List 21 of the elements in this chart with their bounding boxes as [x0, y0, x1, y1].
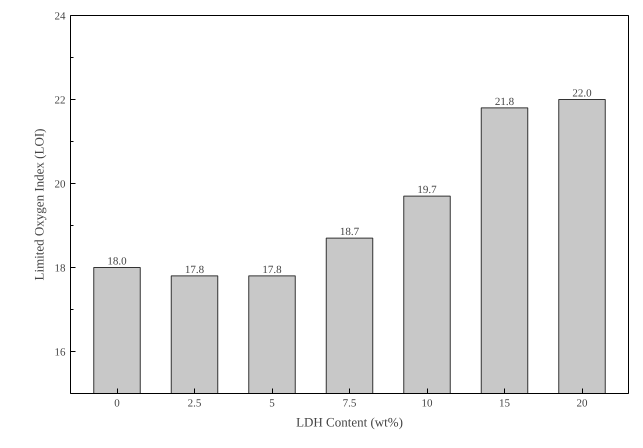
- y-tick-label: 18: [54, 262, 66, 274]
- data-label: 17.8: [184, 264, 205, 276]
- data-label: 19.7: [417, 184, 438, 196]
- x-tick-label: 15: [499, 398, 510, 410]
- y-tick-label: 24: [54, 10, 66, 22]
- data-label: 17.8: [262, 264, 282, 276]
- x-tick-label: 7.5: [342, 398, 357, 410]
- x-tick-label: 20: [576, 398, 588, 410]
- x-axis-title: LDH Content (wt%): [296, 414, 403, 430]
- y-tick-label: 22: [54, 94, 66, 106]
- data-label: 21.8: [494, 96, 515, 108]
- y-tick-label: 16: [54, 346, 66, 358]
- data-label: 18.0: [107, 256, 128, 268]
- x-tick-label: 5: [269, 398, 276, 410]
- y-tick-label: 20: [54, 178, 66, 190]
- data-label: 22.0: [572, 88, 592, 100]
- x-tick-label: 0: [114, 398, 120, 410]
- data-label: 18.7: [340, 226, 360, 238]
- x-tick-label: 2.5: [188, 398, 202, 410]
- x-tick-label: 10: [422, 398, 433, 410]
- y-axis-title: Limited Oxygen Index (LOI): [32, 128, 46, 280]
